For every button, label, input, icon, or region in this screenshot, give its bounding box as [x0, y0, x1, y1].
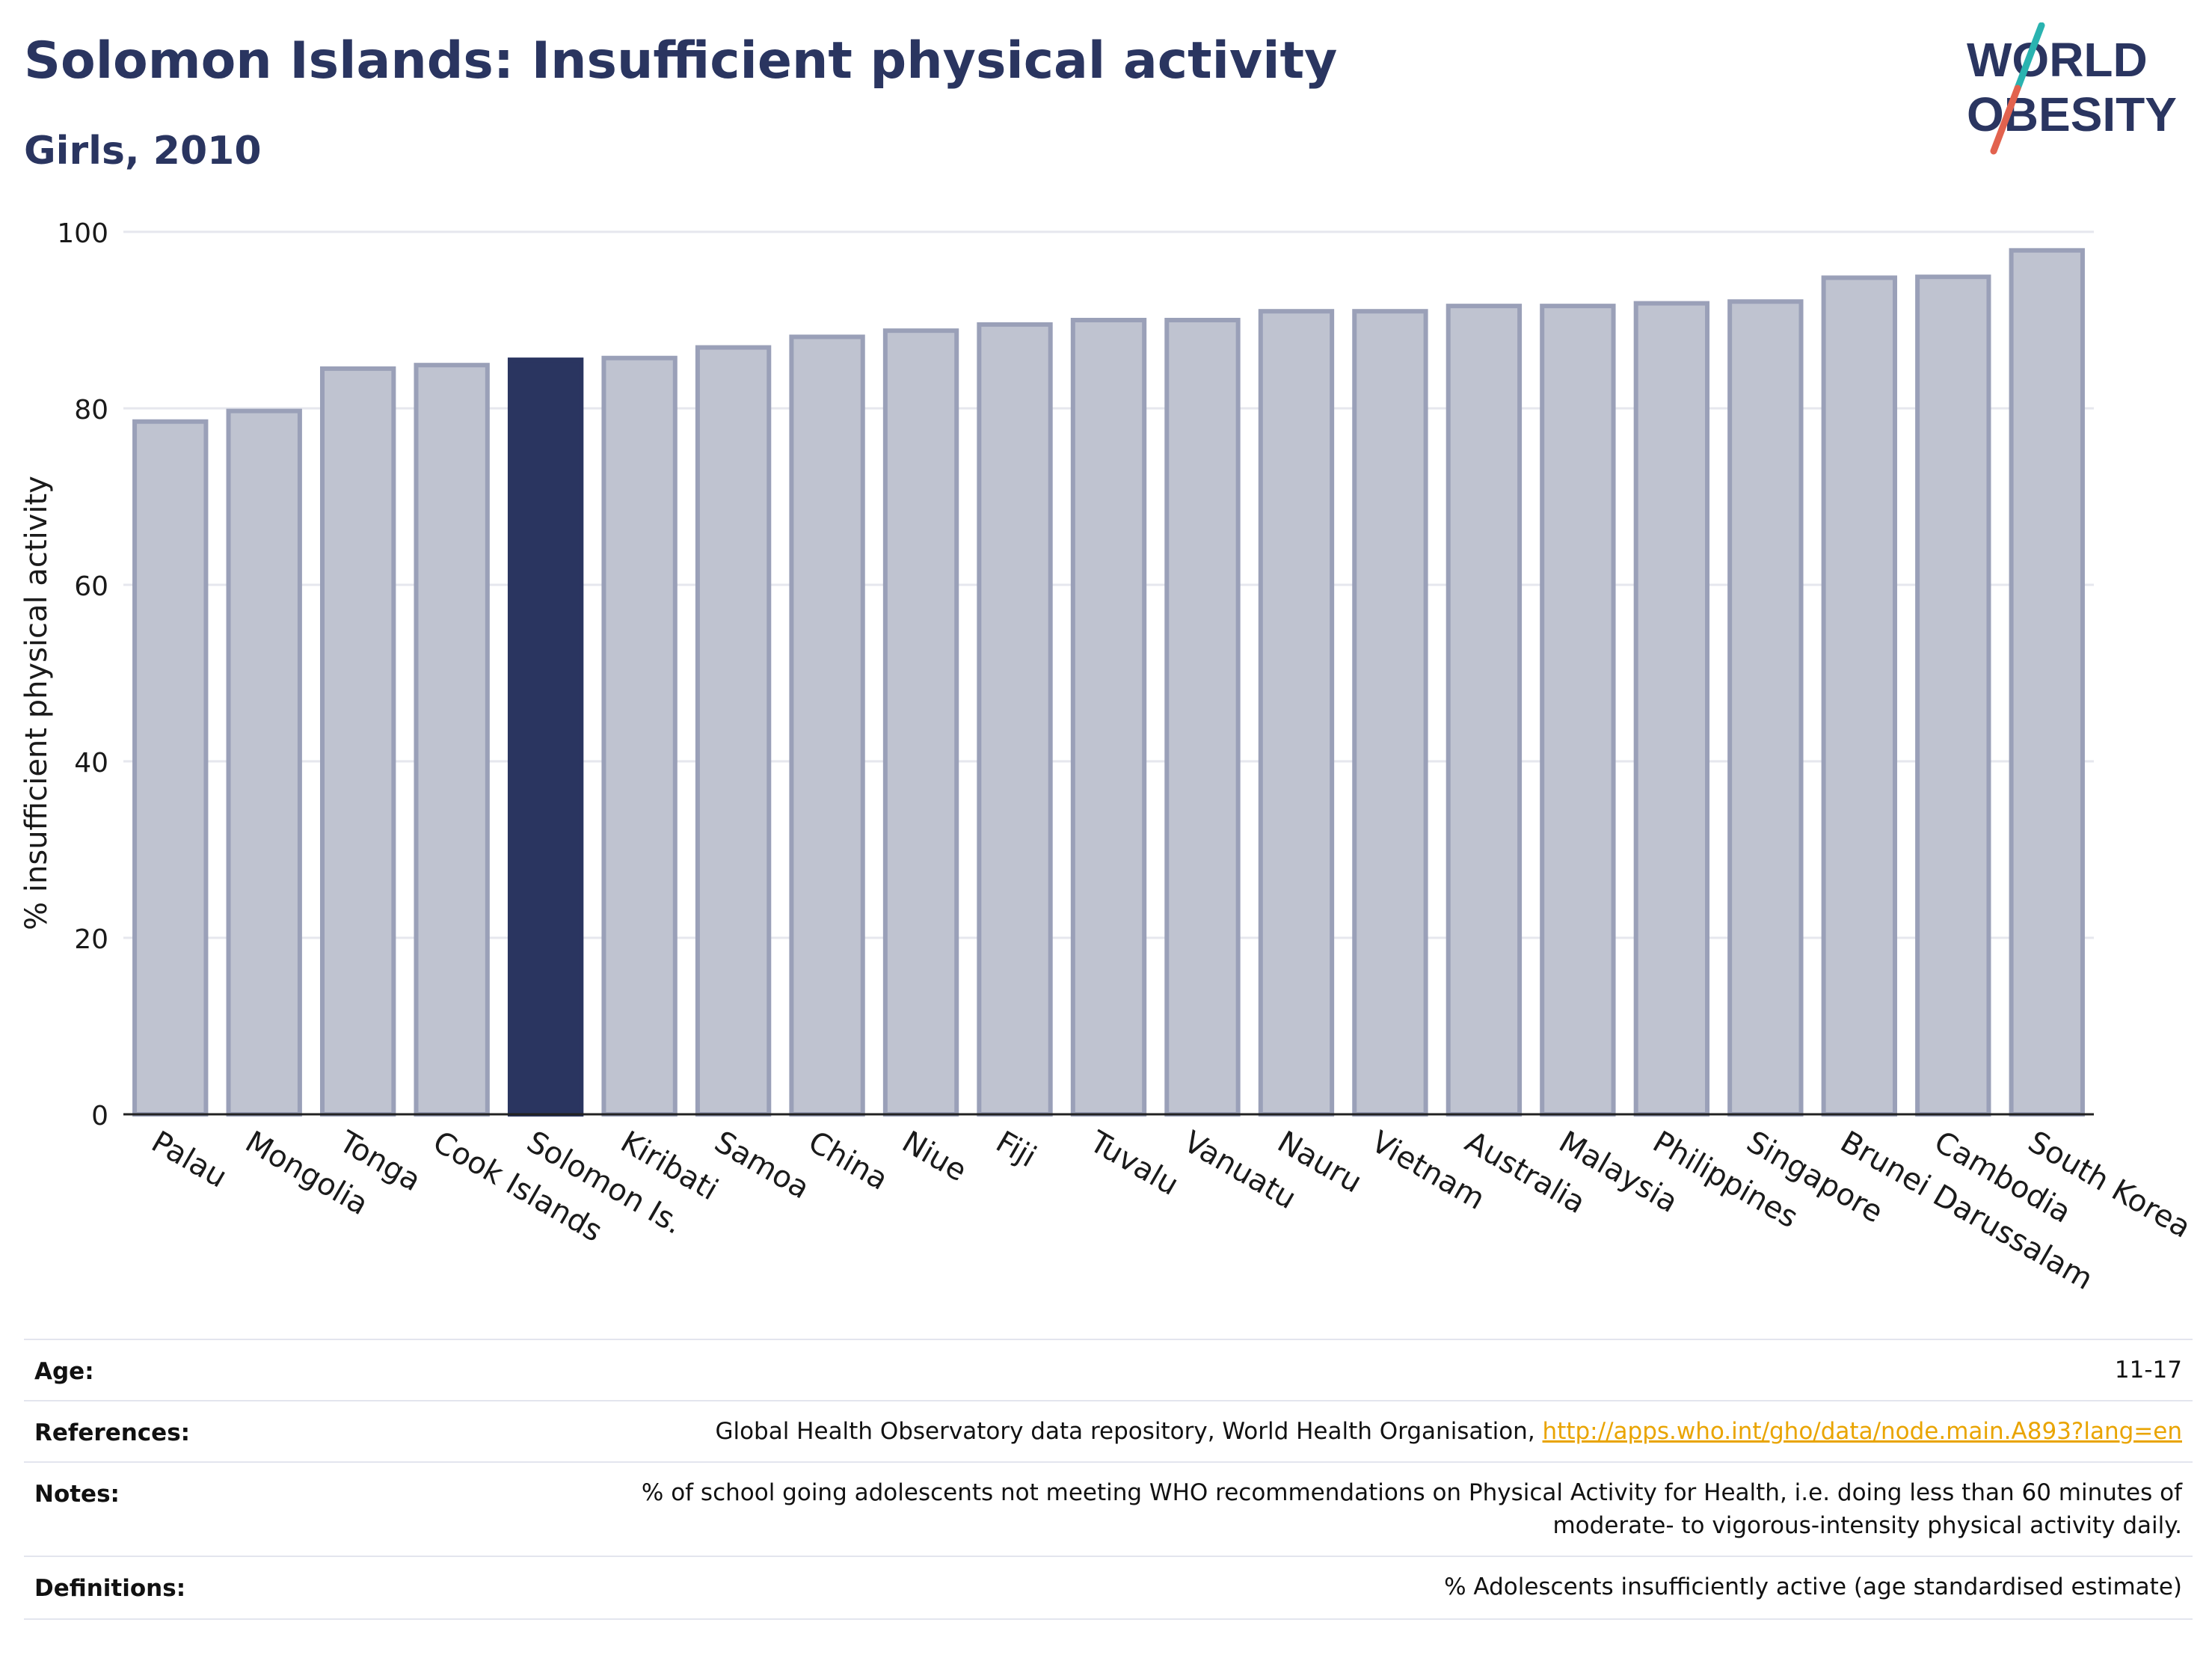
x-tick-label: Samoa	[709, 1125, 815, 1206]
page-title: Solomon Islands: Insufficient physical a…	[24, 31, 1338, 90]
bar-nauru	[1258, 309, 1335, 1117]
bar-malaysia	[1540, 304, 1616, 1117]
age-value: 11-17	[2114, 1357, 2182, 1384]
bar-samoa	[695, 345, 772, 1117]
definitions-value: % Adolescents insufficiently active (age…	[1444, 1573, 2182, 1600]
y-tick-label: 20	[74, 924, 108, 955]
definitions-row: Definitions: % Adolescents insufficientl…	[24, 1556, 2193, 1620]
bar-philippines	[1633, 301, 1710, 1117]
references-row: References: Global Health Observatory da…	[24, 1400, 2193, 1463]
age-row: Age: 11-17	[24, 1339, 2193, 1401]
bar-tonga	[320, 366, 396, 1117]
y-axis: 0 20 40 60 80 100	[57, 218, 108, 1132]
bar-cambodia	[1915, 274, 1991, 1117]
bar-kiribati	[601, 355, 678, 1117]
references-value: Global Health Observatory data repositor…	[715, 1415, 2182, 1448]
bar-solomon-is	[507, 357, 584, 1117]
x-tick-label: Niue	[897, 1125, 973, 1188]
notes-label: Notes:	[34, 1481, 120, 1508]
bar-niue	[882, 328, 959, 1117]
y-tick-label: 60	[74, 571, 108, 602]
page-subtitle: Girls, 2010	[24, 129, 262, 174]
age-label: Age:	[34, 1358, 94, 1385]
logo-word-1: WORLD	[1967, 33, 2148, 87]
bar-china	[789, 334, 865, 1117]
y-axis-label: % insufficient physical activity	[19, 476, 54, 930]
bar-singapore	[1727, 299, 1804, 1117]
references-link[interactable]: http://apps.who.int/gho/data/node.main.A…	[1542, 1418, 2182, 1445]
bar-cook-islands	[414, 363, 490, 1117]
notes-value: % of school going adolescents not meetin…	[642, 1476, 2182, 1542]
world-obesity-logo: WORLD OBESITY	[1967, 22, 2177, 155]
x-tick-label: China	[802, 1125, 894, 1197]
notes-line-2: moderate- to vigorous-intensity physical…	[1552, 1512, 2182, 1539]
references-label: References:	[34, 1419, 191, 1446]
definitions-label: Definitions:	[34, 1575, 186, 1602]
x-tick-label: Palau	[146, 1125, 233, 1195]
x-tick-label: Fiji	[990, 1125, 1042, 1175]
y-tick-label: 0	[91, 1101, 108, 1132]
references-text: Global Health Observatory data repositor…	[715, 1418, 1543, 1445]
bar-vietnam	[1352, 309, 1428, 1117]
y-tick-label: 40	[74, 748, 108, 779]
bar-vanuatu	[1164, 318, 1241, 1117]
bar-brunei-darussalam	[1821, 275, 1897, 1117]
bar-mongolia	[226, 408, 302, 1117]
bar-south-korea	[2009, 248, 2085, 1117]
bar-palau	[132, 419, 209, 1117]
bar-tuvalu	[1070, 318, 1147, 1117]
info-panel: Age: 11-17 References: Global Health Obs…	[24, 1339, 2193, 1638]
notes-line-1: % of school going adolescents not meetin…	[641, 1479, 2182, 1506]
logo-teal-stroke	[2014, 22, 2045, 92]
x-tick-label: Tuvalu	[1084, 1124, 1185, 1203]
notes-row: Notes: % of school going adolescents not…	[24, 1461, 2193, 1557]
y-tick-label: 100	[57, 218, 108, 249]
bar-australia	[1446, 304, 1523, 1117]
bars	[132, 248, 2085, 1117]
logo-coral-stroke	[1990, 85, 2021, 155]
bar-fiji	[977, 322, 1053, 1117]
y-tick-label: 80	[74, 395, 108, 426]
